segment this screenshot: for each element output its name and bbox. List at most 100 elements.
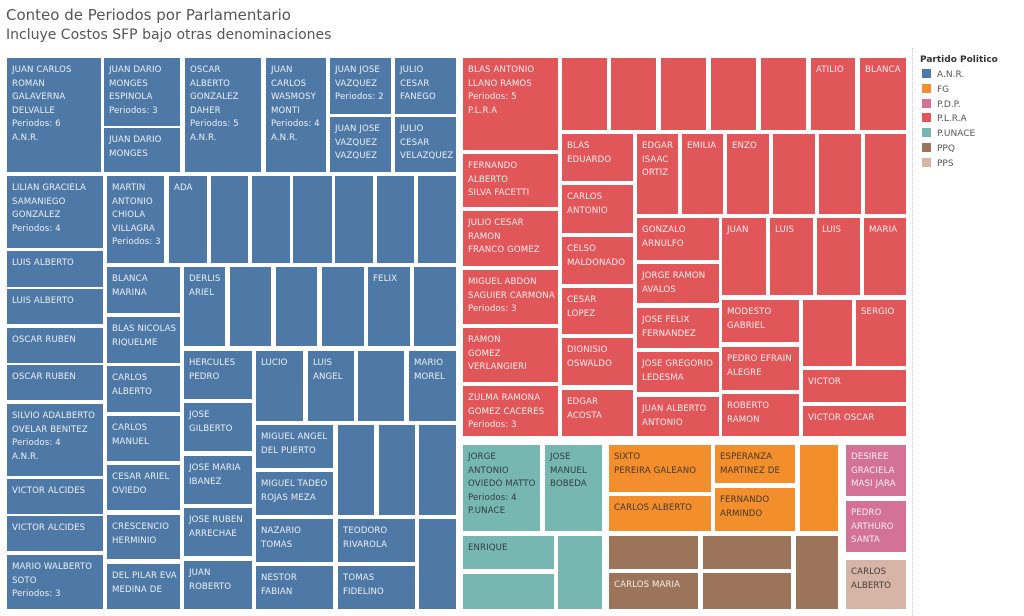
treemap-cell[interactable]: ATILIO [811,58,855,130]
treemap-cell[interactable]: OSCAR ALBERTO GONZALEZ DAHER Periodos: 5 A.N.… [185,58,261,172]
treemap-cell[interactable]: CARLOS ALBERTO [609,496,711,531]
treemap-cell[interactable] [419,425,456,515]
treemap-cell[interactable]: SIXTO PEREIRA GALEANO [609,445,711,492]
treemap-cell[interactable]: JUAN [722,218,766,295]
treemap-cell[interactable]: BLAS NICOLAS RIQUELME [107,317,180,363]
treemap-cell[interactable] [211,176,248,263]
legend-item[interactable]: PPS [922,157,954,169]
treemap-cell[interactable]: CESAR LOPEZ [562,288,633,334]
treemap-cell[interactable] [276,267,317,346]
treemap-cell[interactable]: FERNANDO ARMINDO [715,488,795,531]
treemap-cell[interactable]: JOSE RUBEN ARRECHAE [184,508,252,556]
treemap-cell[interactable] [796,536,838,609]
treemap-cell[interactable]: BLANCA [860,58,906,130]
legend-item[interactable]: P.D.P. [922,98,961,110]
treemap-cell[interactable] [230,267,271,346]
treemap-cell[interactable] [819,134,861,214]
treemap-cell[interactable]: ESPERANZA MARTINEZ DE [715,445,795,483]
treemap-cell[interactable]: RAMON GOMEZ VERLANGIERI [463,328,558,382]
treemap-cell[interactable] [800,445,838,531]
treemap-cell[interactable]: MARIA [864,218,906,295]
treemap-cell[interactable]: JOSE MANUEL BOBEDA [545,445,602,531]
treemap-cell[interactable]: VICTOR OSCAR [803,406,906,436]
treemap-cell[interactable]: JUAN ALBERTO ANTONIO [637,397,719,436]
treemap-cell[interactable]: OSCAR RUBEN [7,328,103,363]
treemap-cell[interactable]: SILVIO ADALBERTO OVELAR BENITEZ Periodos: … [7,404,103,476]
treemap-cell[interactable]: TEODORO RIVAROLA [338,519,415,562]
treemap-cell[interactable]: JORGE RAMON AVALOS [637,264,719,303]
treemap-cell[interactable]: EMILIA [682,134,723,214]
treemap-cell[interactable]: NESTOR FABIAN [256,566,333,609]
treemap-cell[interactable]: VICTOR ALCIDES [7,479,103,514]
treemap-cell[interactable]: JUAN JOSE VAZQUEZ VAZQUEZ [330,117,391,172]
treemap-cell[interactable] [562,58,607,130]
treemap-cell[interactable]: JUAN CARLOS WASMOSY MONTI Periodos: 4 A.N.R. [266,58,326,172]
treemap-cell[interactable] [293,176,332,263]
treemap-cell[interactable]: NAZARIO TOMAS [256,519,333,562]
treemap-cell[interactable]: LUIS [770,218,813,295]
treemap-cell[interactable]: VICTOR [803,370,906,402]
treemap-cell[interactable]: JUAN DARIO MONGES [104,128,180,172]
treemap-cell[interactable] [611,58,656,130]
treemap-cell[interactable] [419,519,456,609]
treemap-cell[interactable]: ENRIQUE [463,536,554,569]
treemap-cell[interactable] [463,574,554,609]
treemap-cell[interactable]: JORGE ANTONIO OVIEDO MATTO Periodos: 4 P.UNA… [463,445,540,531]
treemap-cell[interactable]: PEDRO ARTHURO SANTA [846,501,906,552]
treemap-cell[interactable]: VICTOR ALCIDES [7,516,103,551]
treemap-cell[interactable]: SERGIO [856,300,906,366]
treemap-cell[interactable]: BLAS ANTONIO LLANO RAMOS Periodos: 5 P.L.R.… [463,58,558,150]
legend-item[interactable]: PPQ [922,143,955,154]
treemap-cell[interactable] [558,536,602,609]
treemap-cell[interactable] [379,425,415,515]
treemap-cell[interactable]: CELSO MALDONADO [562,237,633,284]
treemap-cell[interactable]: OSCAR RUBEN [7,365,103,400]
treemap-cell[interactable]: BLANCA MARINA [107,267,180,313]
treemap-cell[interactable]: LUIS [817,218,860,295]
treemap-cell[interactable]: LILIAN GRACIELA SAMANIEGO GONZALEZ Periodos… [7,176,103,248]
treemap-cell[interactable]: CARLOS ALBERTO [846,560,906,609]
treemap-cell[interactable] [418,176,456,263]
treemap-cell[interactable]: JULIO CESAR VELAZQUEZ [395,117,456,172]
treemap-cell[interactable]: LUIS ANGEL [308,351,354,421]
treemap-cell[interactable]: LUIS ALBERTO [7,251,103,287]
treemap-cell[interactable] [773,134,815,214]
legend-item[interactable]: P.UNACE [922,128,975,139]
treemap-cell[interactable]: ZULMA RAMONA GOMEZ CACERES Periodos: 3 [463,386,558,436]
treemap-cell[interactable] [803,300,852,366]
legend-item[interactable]: FG [922,83,949,95]
treemap-cell[interactable]: FERNANDO ALBERTO SILVA FACETTI [463,154,558,207]
treemap-cell[interactable]: EDGAR ACOSTA [562,390,633,436]
treemap-cell[interactable] [322,267,364,346]
treemap-cell[interactable]: ENZO [727,134,769,214]
treemap-cell[interactable]: JUAN JOSE VAZQUEZ Periodos: 2 [330,58,391,114]
treemap-cell[interactable] [335,176,373,263]
treemap-cell[interactable]: DIONISIO OSWALDO [562,338,633,385]
treemap-cell[interactable]: GONZALO ARNULFO [637,218,719,260]
treemap-cell[interactable]: CARLOS MARIA [609,573,698,609]
treemap-cell[interactable]: ADA [169,176,207,263]
treemap-cell[interactable] [865,134,906,214]
treemap-cell[interactable] [703,536,791,569]
treemap-cell[interactable]: TOMAS FIDELINO [338,566,415,609]
treemap-cell[interactable]: DERLIS ARIEL [184,267,225,346]
treemap-cell[interactable]: JUAN ROBERTO [184,561,252,609]
treemap-cell[interactable]: CRESCENCIO HERMINIO [107,515,180,559]
treemap-cell[interactable]: JOSE GILBERTO [184,403,252,451]
treemap-cell[interactable] [414,267,456,346]
treemap-cell[interactable]: MARIO MOREL [409,351,456,421]
treemap-cell[interactable]: HERCULES PEDRO [184,351,252,399]
treemap-cell[interactable]: MARTIN ANTONIO CHIOLA VILLAGRA Periodos: 3 [107,176,164,263]
treemap-cell[interactable]: FELIX [368,267,410,346]
treemap-cell[interactable]: LUCIO [256,351,303,421]
treemap-cell[interactable] [609,536,698,569]
treemap-cell[interactable]: JULIO CESAR RAMON FRANCO GOMEZ [463,211,558,266]
treemap-cell[interactable] [761,58,806,130]
treemap-cell[interactable]: JUAN CARLOS ROMAN GALAVERNA DELVALLE Periodo… [7,58,101,172]
treemap-cell[interactable] [252,176,290,263]
treemap-cell[interactable]: EDGAR ISAAC ORTIZ [637,134,678,214]
treemap-cell[interactable]: ROBERTO RAMON [722,394,799,436]
treemap-cell[interactable] [358,351,404,421]
treemap-cell[interactable]: DESIREE GRACIELA MASI JARA [846,445,906,496]
treemap-cell[interactable]: MIGUEL ABDON SAGUIER CARMONA Periodos: 3 [463,270,558,324]
